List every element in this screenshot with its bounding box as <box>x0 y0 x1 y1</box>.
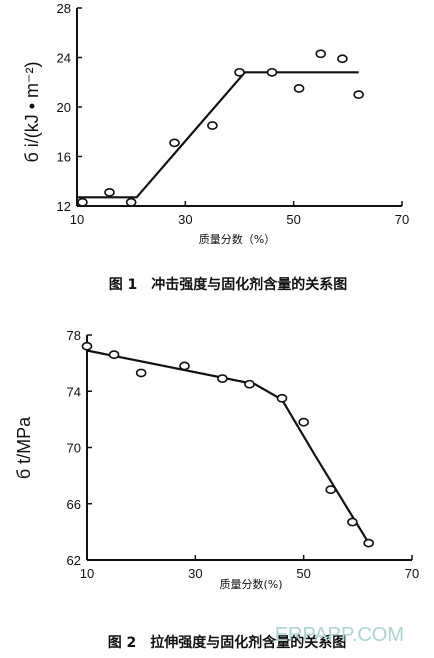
chart2-y-tick-label: 62 <box>67 553 81 568</box>
chart1-data-point <box>169 138 180 148</box>
chart2-data-point <box>108 350 120 360</box>
chart1-data-point <box>337 54 348 64</box>
chart2-fit-line <box>86 349 370 544</box>
chart-impact-strength: 12 16 20 24 28 10 30 50 70 б i/(kJ • m⁻²) 质量分数（%… <box>22 1 409 293</box>
chart2-y-tick-label: 70 <box>67 441 81 456</box>
chart2-data-point <box>81 341 93 351</box>
watermark: ERPAPP.COM <box>275 624 404 646</box>
chart2-data-point <box>179 361 190 371</box>
chart1-data-point <box>315 49 327 59</box>
chart1-data-point <box>353 90 364 100</box>
chart2-y-axis-label: б t/MPa <box>14 416 34 479</box>
chart1-x-tick-label: 10 <box>70 212 84 227</box>
chart1-y-axis-label: б i/(kJ • m⁻²) <box>22 61 42 162</box>
chart1-data-point <box>234 67 245 77</box>
chart1-y-tick-label: 12 <box>57 199 71 214</box>
chart1-x-tick-label: 30 <box>178 212 192 227</box>
chart2-data-point <box>276 393 288 403</box>
chart1-y-tick-label: 16 <box>57 150 71 165</box>
chart2-y-tick-label: 74 <box>67 384 81 399</box>
chart2-y-tick-label: 66 <box>67 497 81 512</box>
chart2-data-point <box>325 485 337 495</box>
chart1-y-tick-label: 24 <box>57 51 71 66</box>
chart2-data-point <box>217 374 228 383</box>
chart2-plot-area: 62 66 70 74 78 10 30 50 70 <box>67 328 420 581</box>
chart2-x-tick-label: 30 <box>188 566 202 581</box>
chart2-x-tick-label: 70 <box>405 566 419 581</box>
chart1-data-point <box>293 84 305 93</box>
chart1-x-axis-label: 质量分数（%） <box>199 233 275 246</box>
chart1-data-point <box>125 197 137 207</box>
chart2-data-point <box>298 417 309 427</box>
chart1-caption: 图 1 冲击强度与固化剂含量的关系图 <box>109 276 348 293</box>
chart1-data-point <box>104 187 115 197</box>
chart1-y-tick-label: 20 <box>57 100 71 115</box>
chart1-data-point <box>266 67 278 77</box>
chart1-data-point <box>207 121 218 130</box>
chart2-x-axis-label: 质量分数(%) <box>219 578 282 591</box>
chart1-data-point <box>77 197 88 207</box>
chart2-data-point <box>363 538 374 548</box>
chart1-fit-line <box>77 71 359 199</box>
chart1-x-tick-label: 70 <box>395 212 409 227</box>
chart1-plot-area: 12 16 20 24 28 10 30 50 70 <box>57 1 410 227</box>
chart1-x-tick-label: 50 <box>286 212 300 227</box>
chart2-data-point <box>347 517 358 527</box>
chart2-x-tick-label: 50 <box>296 566 310 581</box>
chart2-x-tick-label: 10 <box>80 566 94 581</box>
chart-tensile-strength: 62 66 70 74 78 10 30 50 70 б t/MPa 质量分数(%) 图 2 拉… <box>14 328 419 651</box>
chart2-y-tick-label: 78 <box>67 328 81 343</box>
chart1-y-tick-label: 28 <box>57 1 71 16</box>
chart2-caption: 图 2 拉伸强度与固化剂含量的关系图 <box>108 634 347 651</box>
chart2-data-point <box>135 368 147 378</box>
chart2-data-point <box>244 379 255 389</box>
